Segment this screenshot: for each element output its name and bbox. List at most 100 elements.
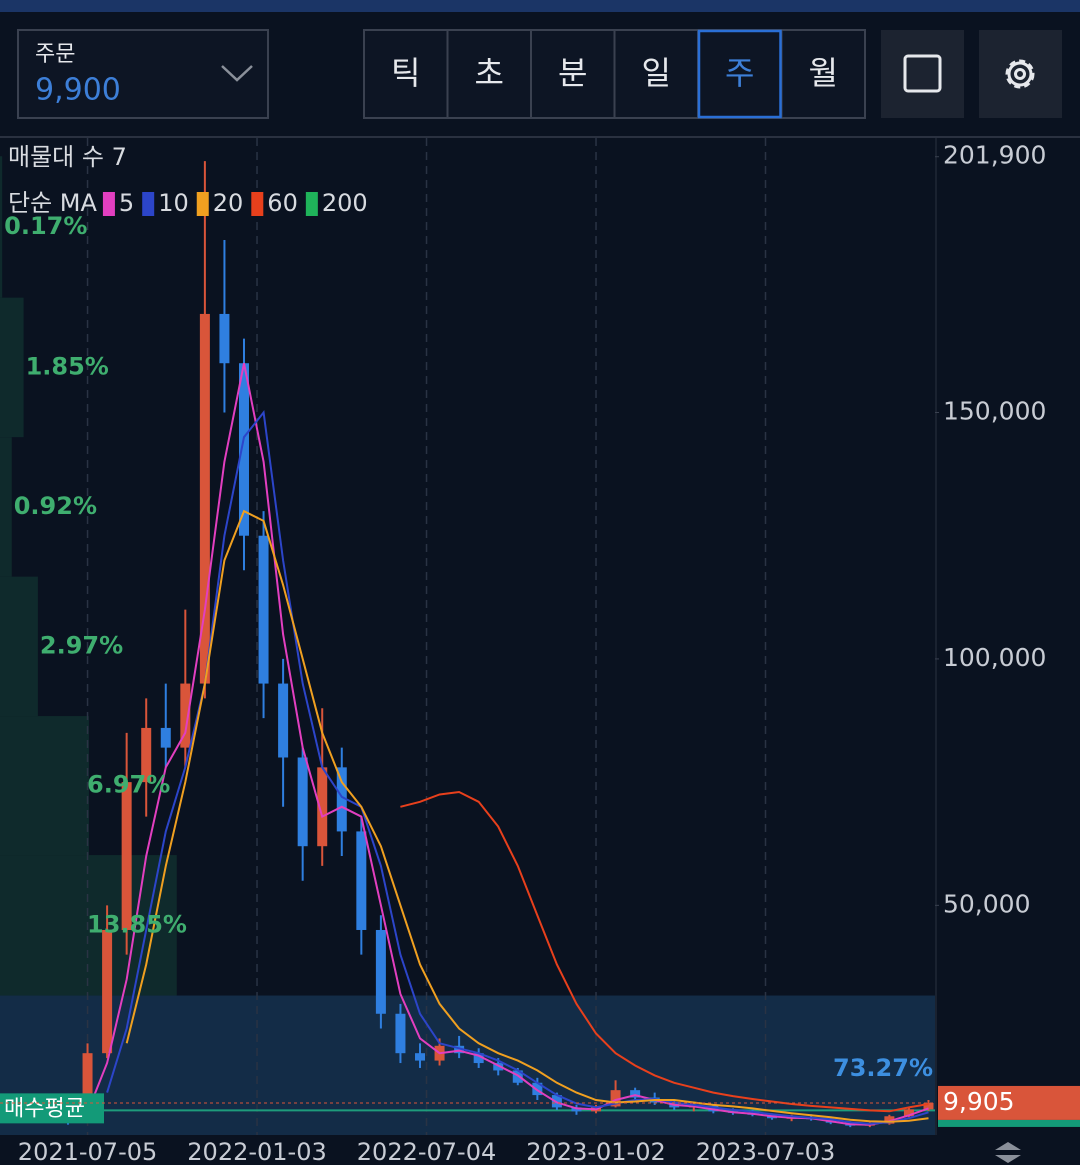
legend-label: 60 [267, 189, 298, 217]
order-frame[interactable] [17, 29, 269, 119]
tab-label: 초 [475, 54, 504, 92]
ma-line [86, 363, 929, 1126]
tab-label: 일 [642, 54, 671, 92]
legend-label: 20 [213, 189, 244, 217]
candle-body [884, 1116, 895, 1124]
candle-body [356, 831, 367, 930]
candle-body [102, 929, 113, 1054]
order-label: 주문 [35, 42, 75, 67]
settings-button[interactable] [979, 30, 1062, 118]
top-bar [0, 0, 1080, 12]
legend-label: 10 [158, 189, 189, 217]
candle-body [278, 683, 289, 758]
profile-label: 6.97% [87, 771, 170, 799]
square-icon [903, 54, 942, 93]
x-tick-label: 2022-07-04 [357, 1138, 496, 1165]
profile-bar [0, 156, 3, 298]
y-tick-label: 201,900 [943, 141, 1046, 170]
x-tick-label: 2021-07-05 [18, 1138, 157, 1165]
candle-body [493, 1063, 504, 1071]
tab[interactable] [530, 29, 616, 119]
tab-label: 틱 [391, 54, 420, 92]
tab-selected [697, 29, 782, 119]
candle-body [141, 727, 152, 783]
legend-swatch [102, 192, 115, 216]
tab-label: 월 [809, 54, 838, 92]
y-tick-label: 50,000 [943, 889, 1030, 918]
candle-body [923, 1102, 934, 1110]
plot: 2021-07-05 2022-01-03 2022-07-04 2023-01-02… [0, 138, 1080, 1165]
x-tick-label: 2022-01-03 [187, 1138, 326, 1165]
scroll-handle[interactable] [995, 1142, 1021, 1163]
candle-body [415, 1053, 426, 1061]
last-price-label: 9,905 [943, 1087, 1015, 1116]
square-button[interactable] [881, 30, 964, 118]
tab[interactable] [780, 29, 866, 119]
candle-body [903, 1109, 914, 1117]
tab[interactable] [446, 29, 532, 119]
x-tick-label: 2023-01-02 [526, 1138, 665, 1165]
legend-label: 200 [322, 189, 368, 217]
tab[interactable] [363, 29, 449, 119]
y-tick-label: 100,000 [943, 643, 1046, 672]
legend-swatch [251, 192, 264, 216]
order-value: 9,900 [35, 73, 121, 108]
profile-label: 1.85% [26, 352, 109, 380]
candle-body [473, 1053, 484, 1064]
candle-body [454, 1045, 465, 1054]
last-price-box [938, 1085, 1080, 1120]
candle-body [375, 929, 386, 1014]
order-box[interactable]: 주문 9,900 [17, 29, 269, 119]
candle-body [630, 1090, 641, 1098]
profile-label: 0.17% [4, 212, 87, 240]
legend-title: 단순 MA [8, 189, 97, 217]
avg-label: 매수평균 [4, 1096, 85, 1121]
y-tick-label: 150,000 [943, 397, 1046, 426]
candle-body [551, 1095, 562, 1108]
gear-icon [1005, 59, 1035, 89]
candle-body [238, 363, 249, 536]
chart-title: 매물대 수 7 [8, 143, 127, 171]
candle-body [532, 1082, 543, 1096]
ma-line [125, 509, 929, 1123]
profile-bar [0, 437, 12, 577]
profile-bar [0, 576, 38, 717]
candle-body [219, 313, 230, 364]
candle-body [336, 767, 347, 832]
candle-body [610, 1090, 621, 1107]
profile-bar [0, 297, 24, 438]
profile-label: 0.92% [14, 492, 97, 520]
avg-label-box [0, 1093, 104, 1124]
candle-body [160, 727, 171, 748]
candle-body [297, 757, 308, 847]
ma-line [106, 410, 929, 1125]
profile-label: 13.85% [87, 910, 187, 938]
legend-swatch [196, 192, 209, 216]
candle-body [121, 782, 132, 930]
candle-body [180, 683, 191, 748]
legend: 5 10 20 60 200 [102, 189, 368, 217]
tab-label: 주 [725, 54, 754, 92]
candle-body [317, 767, 328, 847]
profile-label: 73.27% [833, 1054, 933, 1082]
ma-line [400, 790, 929, 1113]
gear-hub [1014, 68, 1026, 80]
candle-body [199, 313, 210, 684]
legend-swatch [142, 192, 155, 216]
legend-label: 5 [119, 189, 134, 217]
x-tick-label: 2023-07-03 [696, 1138, 835, 1165]
last-price-strip [938, 1119, 1080, 1127]
legend-swatch [305, 192, 318, 216]
chevron [221, 65, 253, 82]
gear-ring [1007, 61, 1033, 87]
candle-body [82, 1053, 93, 1120]
candle-body [395, 1013, 406, 1054]
gear-teeth [1005, 59, 1035, 89]
profile-label: 2.97% [40, 631, 123, 659]
tab-label: 분 [558, 54, 587, 92]
profile-bar [0, 716, 89, 856]
candle-body [258, 535, 269, 684]
